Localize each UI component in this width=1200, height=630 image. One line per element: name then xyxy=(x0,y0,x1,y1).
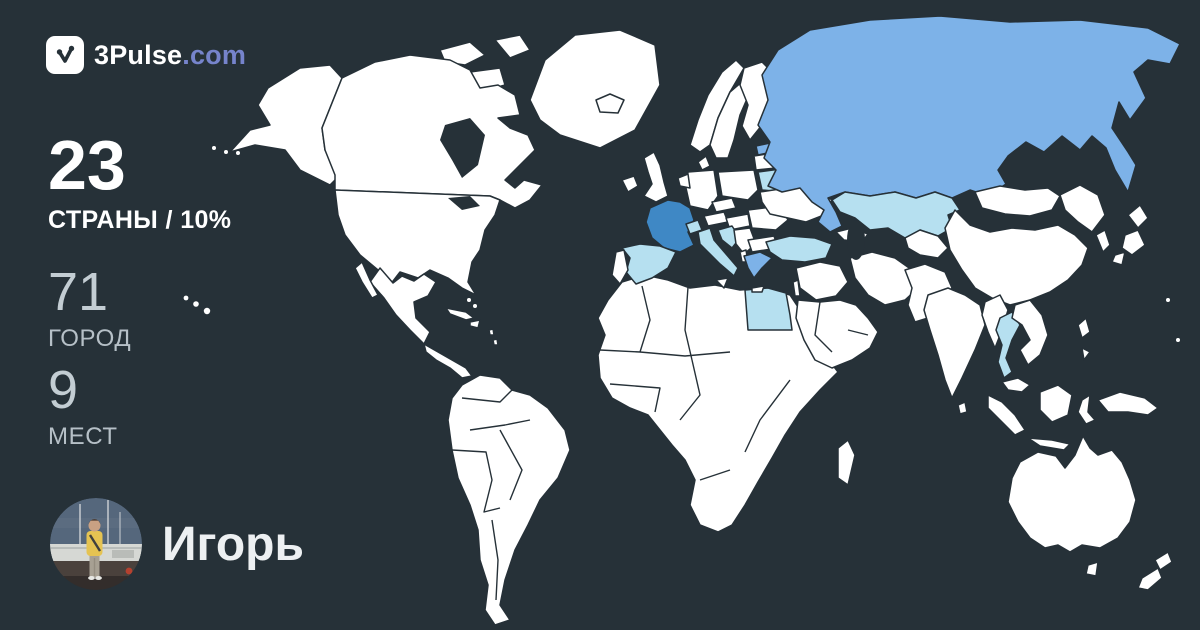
stat-cities: 71 ГОРОД xyxy=(48,265,131,353)
countries-label: СТРАНЫ / 10% xyxy=(48,206,232,234)
country-borders xyxy=(451,285,869,601)
brand-tld: .com xyxy=(182,39,247,70)
places-label: МЕСТ xyxy=(48,423,118,450)
inland-water xyxy=(440,118,865,260)
places-count: 9 xyxy=(48,360,79,420)
countries-count: 23 xyxy=(48,126,126,204)
brand-logo[interactable]: 3Pulse.com xyxy=(46,36,246,74)
user-avatar xyxy=(50,498,142,590)
user-profile: Игорь xyxy=(50,498,304,590)
user-name: Игорь xyxy=(162,517,305,571)
cities-label: ГОРОД xyxy=(48,325,132,352)
stat-countries: 23 СТРАНЫ / 10% xyxy=(48,130,231,235)
brand-name: 3Pulse.com xyxy=(94,39,247,70)
cities-count: 71 xyxy=(48,262,109,322)
pulse-check-icon xyxy=(46,36,84,74)
stat-places: 9 МЕСТ xyxy=(48,363,118,451)
